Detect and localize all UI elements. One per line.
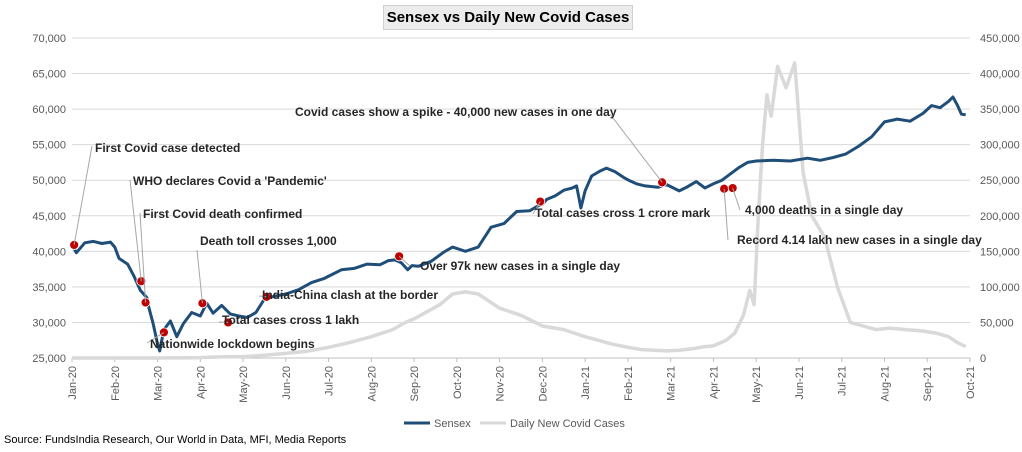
y-left-tick-label: 50,000 [32,175,66,187]
annotation-label: WHO declares Covid a 'Pandemic' [133,174,327,188]
y-right-tick-label: 0 [980,353,986,365]
y-right-tick-label: 350,000 [980,104,1020,116]
x-tick-label: Sep-21 [922,366,934,401]
source-note: Source: FundsIndia Research, Our World i… [4,434,347,446]
x-tick-label: May-21 [751,366,763,403]
x-tick-label: Jul-20 [324,366,336,396]
y-left-tick-label: 30,000 [32,317,66,329]
annotation-leader-line [398,255,411,267]
annotation-label: First Covid case detected [95,141,240,155]
y-right-tick-label: 150,000 [980,246,1020,258]
annotation-leader-line [532,201,541,215]
annotation-label: Record 4.14 lakh new cases in a single d… [737,233,982,247]
x-tick-label: Jan-21 [580,366,592,400]
annotation-leader-line [139,212,147,303]
annotation-label: 4,000 deaths in a single day [745,203,903,217]
annotation-leader-line [258,295,267,298]
annotation-label: Nationwide lockdown begins [150,337,315,351]
y-left-tick-label: 55,000 [32,140,66,152]
y-left-tick-label: 25,000 [32,353,66,365]
x-tick-label: Feb-21 [623,366,635,401]
x-tick-label: Nov-20 [495,366,507,401]
annotation-leader-line [723,188,729,241]
event-markers [69,177,738,338]
axes: 25,000 0 30,000 50,000 35,000 100,000 40,000 15… [32,33,1019,403]
y-right-tick-label: 250,000 [980,175,1020,187]
annotation-label: Death toll crosses 1,000 [200,234,337,248]
x-tick-label: Mar-21 [666,366,678,401]
y-left-tick-label: 45,000 [32,211,66,223]
x-tick-label: May-20 [238,366,250,403]
y-left-tick-label: 65,000 [32,69,66,81]
y-right-tick-label: 100,000 [980,282,1020,294]
legend-label-sensex: Sensex [434,418,471,430]
annotation-label: India-China clash at the border [262,288,438,302]
annotation-leader-line [732,187,741,211]
covid-cases-line [72,61,967,360]
legend: Sensex Daily New Covid Cases [404,418,625,430]
y-right-tick-label: 50,000 [980,317,1014,329]
x-tick-label: Jan-20 [67,366,79,400]
y-left-tick-label: 60,000 [32,104,66,116]
y-left-tick-label: 40,000 [32,246,66,258]
annotation-leader-line [129,179,142,282]
chart-title: Sensex vs Daily New Covid Cases [383,5,633,30]
annotation-leader-line [146,331,165,344]
y-right-tick-label: 450,000 [980,33,1020,45]
x-tick-label: Oct-20 [452,366,464,399]
gridlines [72,37,970,359]
x-tick-label: Aug-20 [366,366,378,401]
annotation-label: Covid cases show a spike - 40,000 new ca… [295,105,617,119]
legend-label-covid: Daily New Covid Cases [510,418,625,430]
y-left-tick-label: 70,000 [32,33,66,45]
y-right-tick-label: 300,000 [980,140,1020,152]
annotation-label: First Covid death confirmed [143,207,302,221]
x-tick-label: Aug-21 [879,366,891,401]
annotation-leader-line [196,249,203,304]
x-tick-label: Jul-21 [837,366,849,396]
x-tick-label: Oct-21 [965,366,977,399]
x-tick-label: Sep-20 [409,366,421,401]
x-tick-label: Dec-20 [537,366,549,401]
annotations: First Covid case detected WHO declares Co… [73,105,982,351]
annotation-label: Over 97k new cases in a single day [420,259,620,273]
annotation-leader-line [73,145,93,246]
y-left-tick-label: 35,000 [32,282,66,294]
x-tick-label: Mar-20 [153,366,165,401]
x-tick-label: Apr-20 [195,366,207,399]
y-right-tick-label: 200,000 [980,211,1020,223]
annotation-label: Total cases cross 1 crore mark [535,206,711,220]
x-tick-label: Feb-20 [110,366,122,401]
x-tick-label: Jun-21 [794,366,806,400]
y-right-tick-label: 400,000 [980,69,1020,81]
x-tick-label: Jun-20 [281,366,293,400]
annotation-leader-line [609,113,663,183]
x-tick-label: Apr-21 [708,366,720,399]
annotation-label: Total cases cross 1 lakh [222,313,359,327]
series-layer [70,61,967,360]
sensex-line [70,95,966,353]
